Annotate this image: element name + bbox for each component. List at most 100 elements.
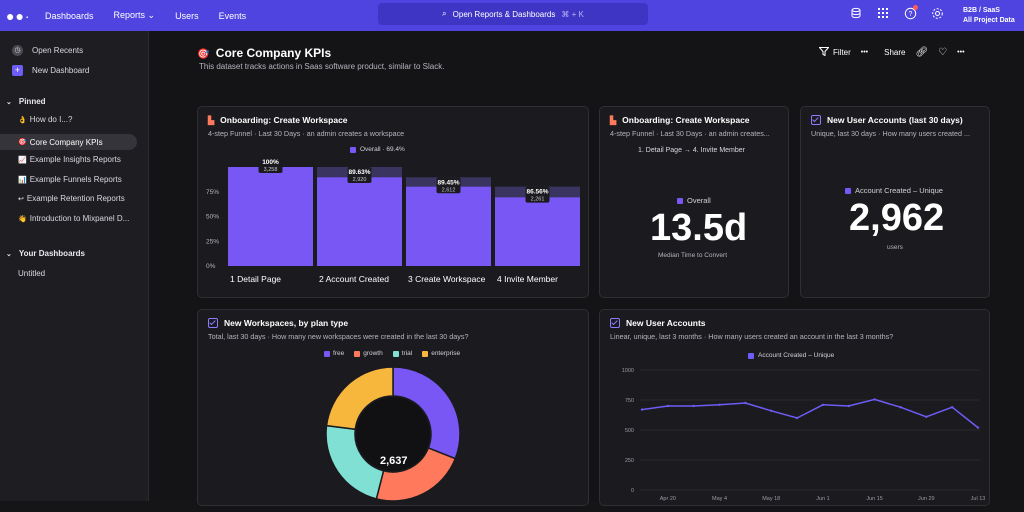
card-title: New User Accounts — [610, 318, 706, 328]
x-tick-label: May 4 — [712, 496, 727, 502]
metric-caption: Median Time to Convert — [658, 252, 728, 259]
nav-events[interactable]: Events — [218, 10, 247, 21]
pie-slice-free[interactable] — [392, 366, 461, 460]
database-icon[interactable] — [848, 5, 864, 21]
sidebar-item-how-do-i[interactable]: 👌 How do I...? — [18, 115, 166, 124]
data-label-box — [436, 177, 461, 194]
pinned-section-toggle[interactable]: ⌄ Pinned — [6, 97, 154, 106]
funnel-icon: ▙ — [610, 115, 617, 125]
account-switcher[interactable]: B2B / SaaS All Project Data — [963, 6, 1015, 26]
data-point[interactable] — [950, 406, 954, 409]
y-tick-label: 75% — [206, 189, 219, 196]
data-point[interactable] — [847, 404, 850, 408]
data-point[interactable] — [873, 398, 876, 401]
legend-label: Account Created – Unique — [855, 186, 943, 195]
data-point[interactable] — [899, 406, 902, 409]
ok-hand-icon: 👌 — [18, 116, 27, 124]
sidebar-item-untitled[interactable]: Untitled — [18, 269, 166, 278]
series-line[interactable] — [641, 398, 979, 429]
data-point[interactable] — [821, 403, 825, 406]
more-options-button[interactable]: ••• — [957, 49, 965, 56]
gear-icon[interactable] — [929, 5, 945, 21]
card-subtitle: 4-step Funnel · Last 30 Days · an admin … — [610, 129, 770, 138]
metric-caption: users — [887, 244, 903, 251]
data-point[interactable] — [666, 404, 670, 408]
y-tick-label: 500 — [625, 428, 634, 434]
sidebar-item-retention-reports[interactable]: ↩ Example Retention Reports — [18, 194, 166, 203]
page-title-text: Core Company KPIs — [215, 46, 332, 60]
share-button[interactable]: Share — [884, 48, 906, 57]
legend-swatch — [324, 350, 330, 357]
x-tick-label: Jun 29 — [918, 496, 935, 502]
time-to-convert-card[interactable]: ▙ Onboarding: Create Workspace 4-step Fu… — [599, 106, 789, 298]
page-title: 🎯 Core Company KPIs — [197, 46, 331, 60]
heart-icon[interactable]: ♡ — [938, 47, 948, 58]
data-point[interactable] — [744, 401, 747, 405]
filter-label: Filter — [833, 48, 851, 57]
y-tick-label: 25% — [206, 238, 219, 245]
nav-reports[interactable]: Reports ⌄ — [113, 10, 156, 20]
data-point[interactable] — [976, 426, 980, 429]
legend-item: enterprise — [422, 350, 460, 357]
x-tick-label: Jul 13 — [971, 496, 986, 502]
logo[interactable]: ●●· — [6, 7, 31, 24]
pie-slice-enterprise[interactable] — [325, 366, 394, 431]
filter-more-button[interactable]: ••• — [860, 49, 869, 56]
x-tick-label: 2 Account Created — [319, 274, 389, 284]
workspaces-by-plan-card[interactable]: New Workspaces, by plan type Total, last… — [197, 309, 589, 506]
x-tick-label: 3 Create Workspace — [408, 274, 486, 284]
data-point[interactable] — [925, 415, 928, 418]
your-dashboards-toggle[interactable]: ⌄ Your Dashboards — [6, 249, 154, 258]
target-icon: 🎯 — [197, 49, 210, 60]
plus-icon: + — [12, 65, 23, 76]
sidebar-item-funnels-reports[interactable]: 📊 Example Funnels Reports — [18, 175, 166, 184]
new-user-accounts-card[interactable]: New User Accounts Linear, unique, last 3… — [599, 309, 990, 506]
funnel-bar[interactable] — [406, 186, 491, 266]
card-subtitle: Unique, last 30 days · How many users cr… — [811, 129, 970, 138]
nav-users[interactable]: Users — [175, 10, 199, 21]
funnel-bar[interactable] — [317, 177, 402, 266]
donut-center-value: 2,637 — [380, 455, 408, 467]
data-point[interactable] — [795, 416, 799, 420]
new-dashboard-button[interactable]: + New Dashboard — [12, 65, 142, 76]
legend-label: growth — [363, 350, 383, 357]
open-recents-label: Open Recents — [32, 46, 84, 55]
y-tick-label: 50% — [206, 214, 219, 221]
legend-swatch — [392, 350, 399, 357]
sidebar-item-label: Example Funnels Reports — [29, 175, 122, 184]
search-shortcut: ⌘ + K — [561, 9, 584, 19]
card-subtitle: Total, last 30 days · How many new works… — [208, 332, 469, 341]
legend-swatch — [354, 350, 361, 357]
grid-icon[interactable] — [875, 5, 891, 21]
open-recents-button[interactable]: ◷ Open Recents — [12, 45, 142, 56]
data-point[interactable] — [718, 403, 721, 406]
legend-label: Overall · 69.4% — [360, 146, 405, 153]
sidebar: ◷ Open Recents + New Dashboard ⌄ Pinned … — [0, 31, 149, 501]
funnel-bar[interactable] — [495, 197, 580, 266]
data-point[interactable] — [770, 409, 773, 412]
your-dashboards-header: Your Dashboards — [18, 249, 85, 258]
search-bar[interactable]: ⌕ Open Reports & Dashboards ⌘ + K — [378, 3, 648, 25]
sidebar-item-insights-reports[interactable]: 📈 Example Insights Reports — [18, 155, 166, 164]
card-subtitle: Linear, unique, last 3 months · How many… — [610, 332, 894, 341]
new-user-accounts-30d-card[interactable]: New User Accounts (last 30 days) Unique,… — [800, 106, 990, 298]
sidebar-item-core-company-kpis[interactable]: 🎯 Core Company KPIs — [0, 134, 137, 150]
donut-hole — [356, 397, 430, 471]
notification-dot — [913, 5, 918, 10]
nav-dashboards[interactable]: Dashboards — [45, 10, 94, 21]
link-icon[interactable]: 🔗︎ — [915, 47, 929, 58]
metric-value: 13.5d — [650, 207, 748, 249]
funnel-bar[interactable] — [228, 167, 313, 266]
data-point[interactable] — [692, 404, 695, 408]
data-point[interactable] — [640, 408, 644, 411]
data-label-count: 2,612 — [442, 187, 456, 193]
legend-item: free — [324, 350, 344, 357]
card-title-text: Onboarding: Create Workspace — [220, 115, 348, 125]
page-actions: Filter ••• Share 🔗︎ ♡ ••• — [818, 47, 965, 58]
filter-button[interactable]: Filter — [818, 47, 851, 58]
x-tick-label: 4 Invite Member — [497, 274, 558, 284]
sidebar-item-introduction[interactable]: 👋 Introduction to Mixpanel D... — [18, 214, 166, 223]
funnel-card[interactable]: ▙ Onboarding: Create Workspace 4-step Fu… — [197, 106, 589, 298]
help-icon[interactable]: ? — [902, 5, 918, 21]
